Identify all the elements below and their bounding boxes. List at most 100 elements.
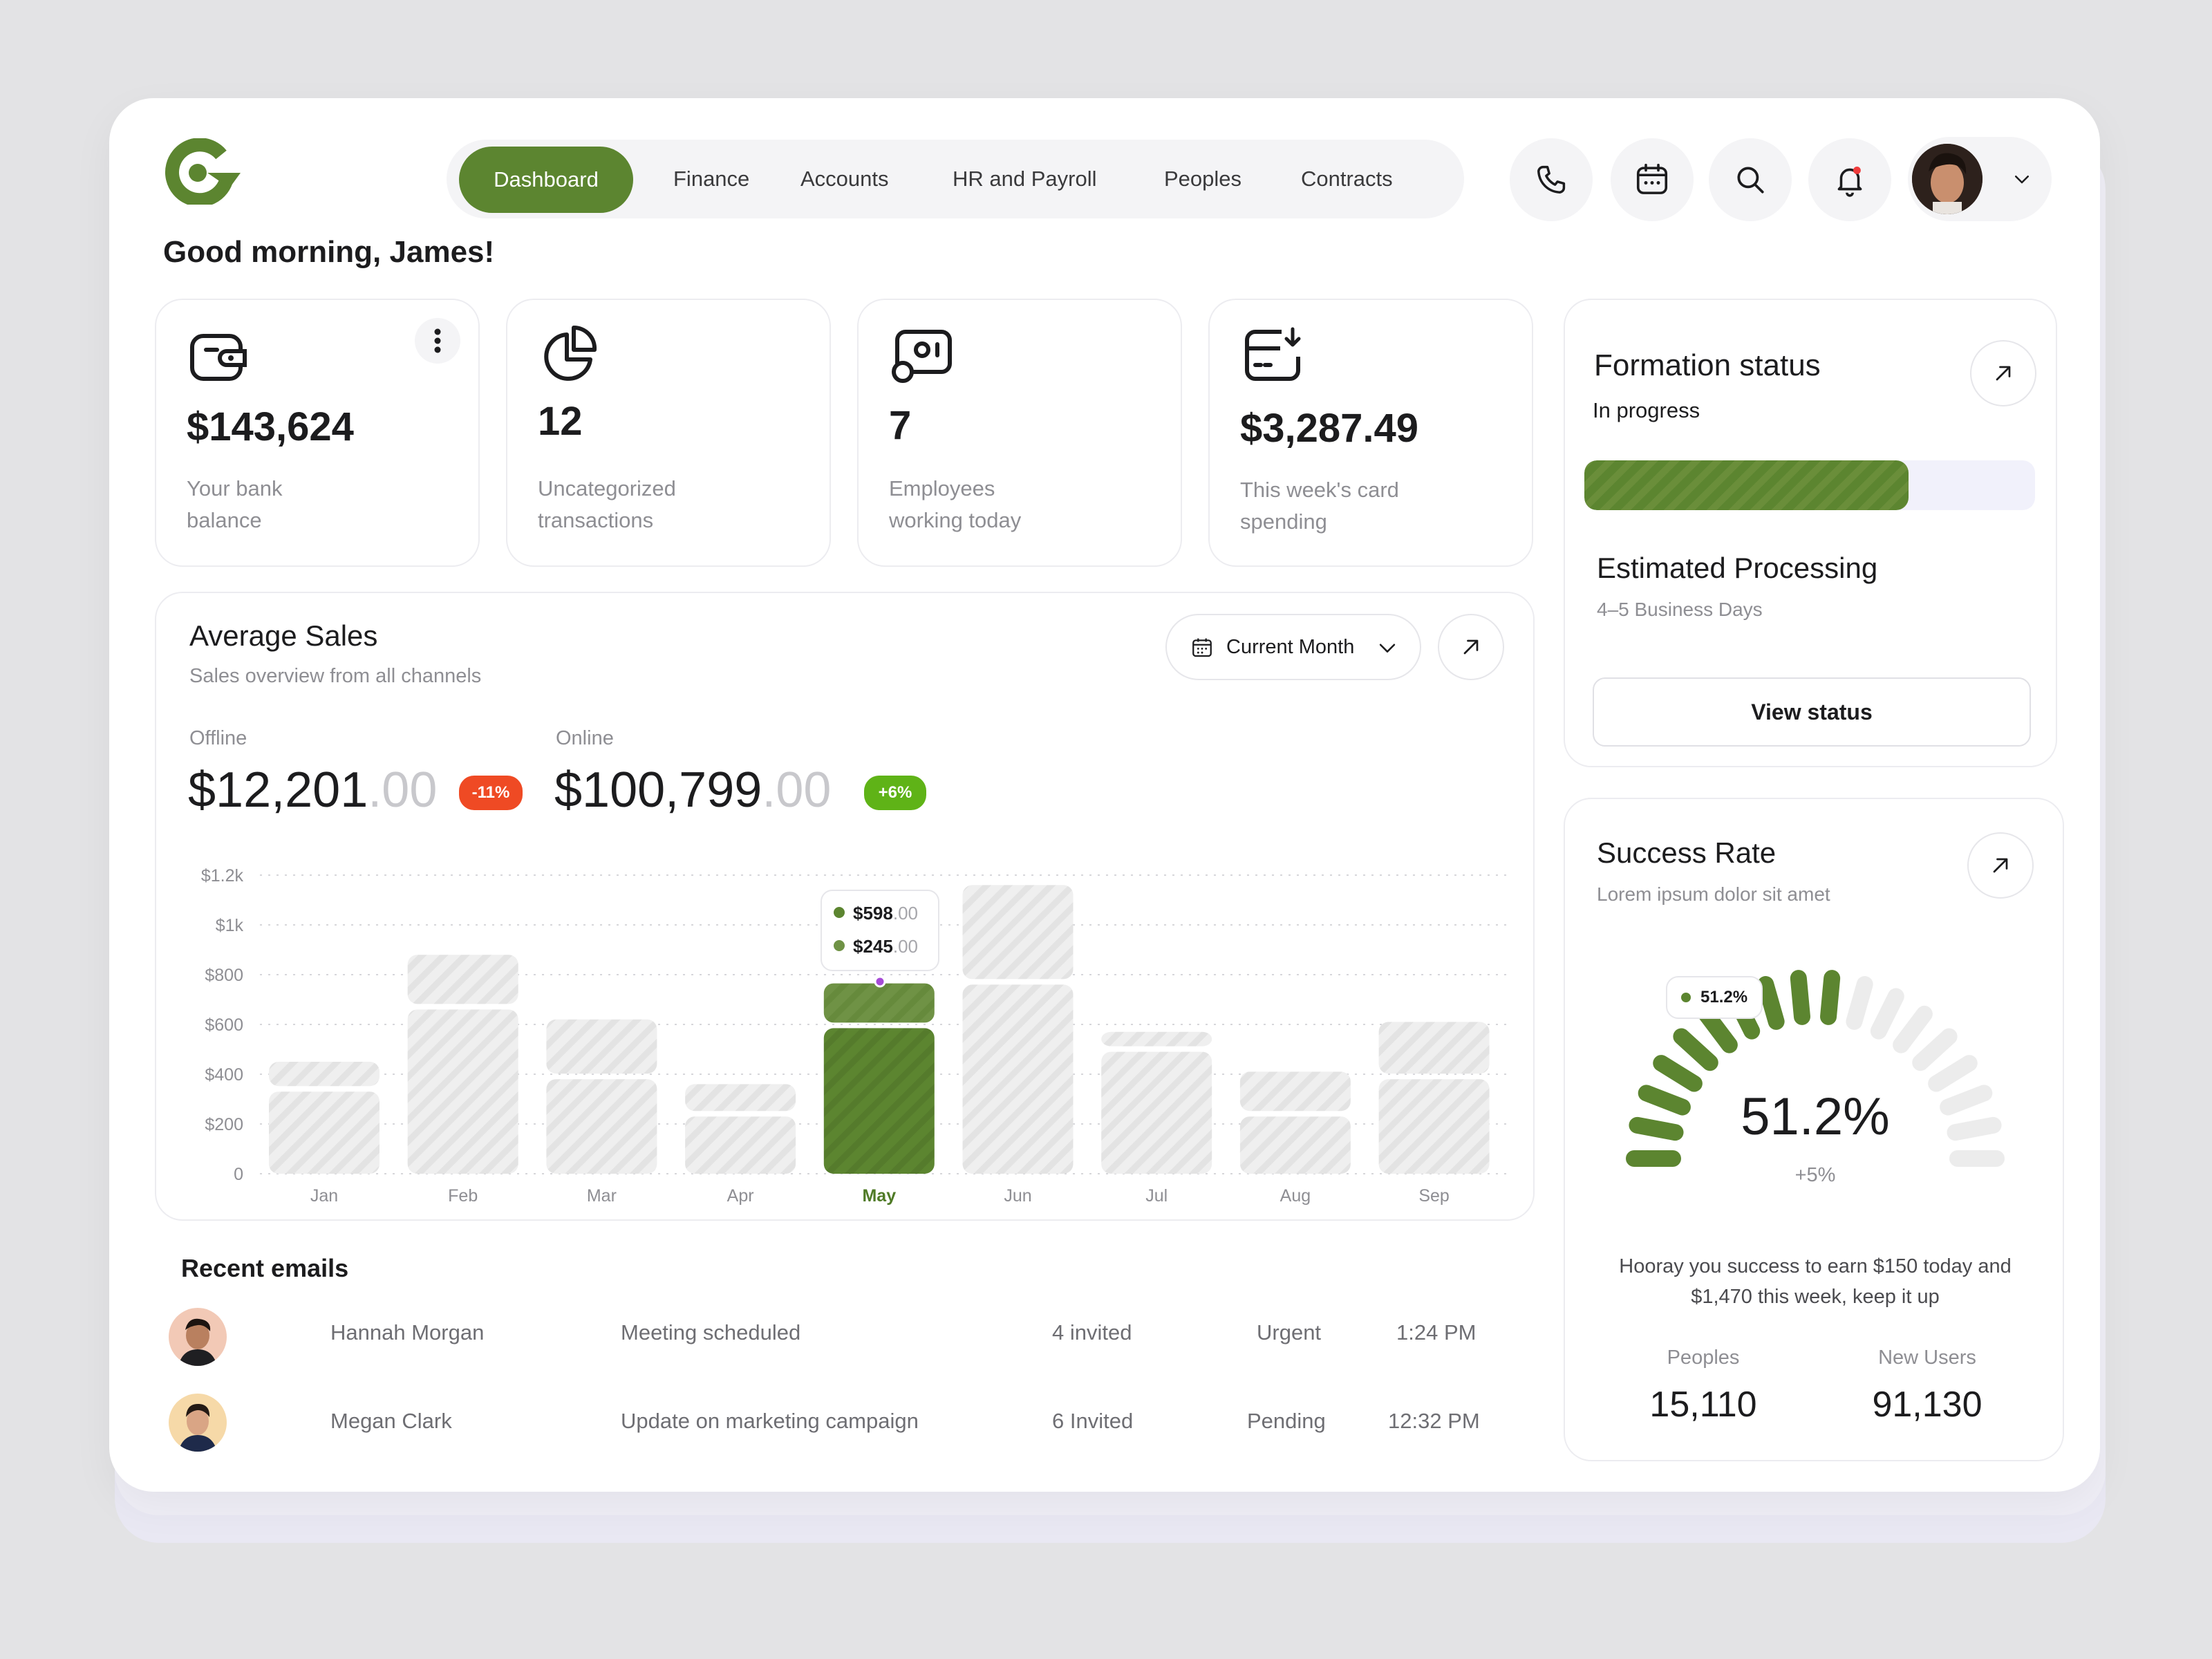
formation-expand-button[interactable] xyxy=(1970,340,2036,406)
x-tick-label: Jan xyxy=(310,1186,338,1206)
brand-logo-icon[interactable] xyxy=(163,138,243,207)
bar-segment-top-jan[interactable] xyxy=(269,1062,379,1087)
bar-segment-top-apr[interactable] xyxy=(685,1084,796,1112)
email-row[interactable]: Megan Clark Update on marketing campaign… xyxy=(163,1394,1518,1456)
bar-segment-base-may[interactable] xyxy=(823,1028,935,1174)
user-menu[interactable] xyxy=(1908,137,2052,221)
online-label: Online xyxy=(556,727,614,749)
bar-segment-base-mar[interactable] xyxy=(546,1079,657,1174)
online-change-badge: +6% xyxy=(864,776,926,810)
bar-segment-top-jun[interactable] xyxy=(962,885,1074,980)
y-tick-label: $1.2k xyxy=(201,866,244,885)
bar-segment-base-jul[interactable] xyxy=(1101,1051,1212,1174)
bar-segment-top-feb[interactable] xyxy=(407,955,518,1004)
stat-value: 7 xyxy=(889,403,912,448)
calendar-button[interactable] xyxy=(1611,138,1694,221)
email-status: Pending xyxy=(1247,1409,1326,1433)
chevron-down-icon xyxy=(1379,644,1396,653)
bar-segment-top-mar[interactable] xyxy=(546,1019,657,1074)
stat-value: 12 xyxy=(538,399,583,444)
email-row[interactable]: Hannah Morgan Meeting scheduled 4 invite… xyxy=(163,1306,1518,1369)
chevron-down-icon[interactable] xyxy=(2010,169,2034,189)
success-rate-card: Success Rate Lorem ipsum dolor sit amet … xyxy=(1564,798,2064,1461)
stat-label: Your bank balance xyxy=(187,476,283,532)
phone-icon xyxy=(1537,165,1566,194)
bar-segment-top-jul[interactable] xyxy=(1101,1031,1212,1047)
stat-card-bank-balance[interactable]: $143,624 Your bank balance xyxy=(155,299,480,567)
x-tick-label: Aug xyxy=(1280,1186,1311,1206)
bar-segment-top-aug[interactable] xyxy=(1239,1071,1351,1112)
success-expand-button[interactable] xyxy=(1967,832,2034,899)
bar-segment-base-apr[interactable] xyxy=(685,1116,796,1174)
stat-card-card-spending[interactable]: $3,287.49 This week's card spending xyxy=(1208,299,1533,567)
stat-label: Uncategorized transactions xyxy=(538,476,676,532)
view-status-button[interactable]: View status xyxy=(1593,677,2031,747)
bar-segment-base-feb[interactable] xyxy=(407,1009,518,1174)
tab-hr-and-payroll[interactable]: HR and Payroll xyxy=(953,167,1097,191)
online-value: $100,799 xyxy=(554,762,762,818)
tab-peoples[interactable]: Peoples xyxy=(1164,167,1242,191)
sales-expand-button[interactable] xyxy=(1438,614,1504,680)
tooltip-value-top: $598.00 xyxy=(853,903,918,924)
chart-tooltip xyxy=(821,890,939,971)
gauge-segment xyxy=(1846,976,1873,1030)
sales-title: Average Sales xyxy=(189,619,378,652)
pie-chart-icon xyxy=(544,325,597,381)
tab-contracts[interactable]: Contracts xyxy=(1301,167,1393,191)
greeting: Good morning, James! xyxy=(163,235,495,269)
tab-dashboard[interactable]: Dashboard xyxy=(459,147,633,213)
average-sales-card: Average Sales Sales overview from all ch… xyxy=(155,592,1535,1221)
formation-title: Formation status xyxy=(1594,348,1821,382)
x-tick-label: Apr xyxy=(727,1186,754,1206)
avatar xyxy=(169,1308,227,1366)
processing-time: 4–5 Business Days xyxy=(1597,599,1763,620)
phone-button[interactable] xyxy=(1510,138,1593,221)
email-sender: Hannah Morgan xyxy=(330,1320,485,1344)
tooltip-value-bottom: $245.00 xyxy=(853,936,918,957)
gauge-segment xyxy=(1790,970,1810,1025)
bar-segment-top-sep[interactable] xyxy=(1378,1022,1490,1074)
avatar[interactable] xyxy=(1912,144,1983,214)
success-message-line-1: Hooray you success to earn $150 today an… xyxy=(1619,1255,2012,1277)
tab-finance[interactable]: Finance xyxy=(673,167,750,191)
notifications-button[interactable] xyxy=(1808,138,1891,221)
gauge-segment xyxy=(1912,1028,1958,1071)
formation-status-text: In progress xyxy=(1593,398,1700,422)
gauge-segment xyxy=(1673,1028,1718,1071)
more-options-button[interactable] xyxy=(415,318,460,364)
gauge-segment xyxy=(1638,1085,1691,1116)
calendar-icon xyxy=(1636,163,1668,194)
gauge-segment xyxy=(1940,1085,1993,1116)
stat-value: $143,624 xyxy=(187,404,354,449)
success-rate-value: 51.2% xyxy=(1741,1087,1890,1146)
processing-title: Estimated Processing xyxy=(1597,552,1878,584)
arrow-up-right-icon xyxy=(1996,366,2011,381)
success-subtitle: Lorem ipsum dolor sit amet xyxy=(1597,883,1830,905)
arrow-up-right-icon xyxy=(1993,858,2008,873)
email-time: 12:32 PM xyxy=(1388,1409,1480,1433)
online-amount: $100,799.00 xyxy=(554,762,831,818)
email-sender: Megan Clark xyxy=(330,1409,452,1433)
card-spending-icon xyxy=(1245,327,1301,381)
bar-segment-base-jan[interactable] xyxy=(269,1091,379,1174)
offline-amount: $12,201.00 xyxy=(188,762,437,818)
search-button[interactable] xyxy=(1709,138,1792,221)
period-dropdown[interactable]: Current Month xyxy=(1165,614,1421,680)
bar-segment-base-sep[interactable] xyxy=(1378,1079,1490,1174)
gauge-segment xyxy=(1893,1005,1933,1053)
online-cents: .00 xyxy=(762,762,832,818)
x-tick-label: May xyxy=(862,1186,896,1206)
tab-accounts[interactable]: Accounts xyxy=(800,167,889,191)
search-icon xyxy=(1737,167,1764,194)
bar-segment-base-jun[interactable] xyxy=(962,984,1074,1174)
peoples-label: Peoples xyxy=(1667,1347,1740,1369)
email-invited: 4 invited xyxy=(1052,1320,1132,1344)
bar-segment-base-aug[interactable] xyxy=(1239,1116,1351,1174)
stat-card-employees[interactable]: 7 Employees working today xyxy=(857,299,1182,567)
period-label: Current Month xyxy=(1226,636,1355,658)
bar-segment-top-may[interactable] xyxy=(823,983,935,1023)
offline-label: Offline xyxy=(189,727,247,749)
stat-card-uncategorized[interactable]: 12 Uncategorized transactions xyxy=(506,299,831,567)
new-users-value: 91,130 xyxy=(1872,1385,1983,1425)
tooltip-top-value: $598 xyxy=(853,903,893,924)
